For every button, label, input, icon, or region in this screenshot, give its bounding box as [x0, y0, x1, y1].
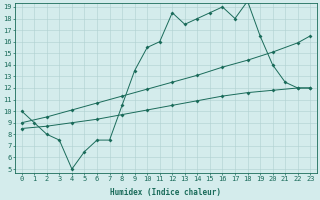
- X-axis label: Humidex (Indice chaleur): Humidex (Indice chaleur): [110, 188, 221, 197]
